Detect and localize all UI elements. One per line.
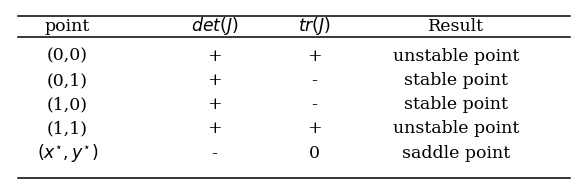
Text: +: + xyxy=(308,121,322,137)
Text: $(x^{\star},y^{\star})$: $(x^{\star},y^{\star})$ xyxy=(37,142,98,164)
Text: 0: 0 xyxy=(309,145,320,162)
Text: (1,0): (1,0) xyxy=(47,96,88,113)
Text: +: + xyxy=(208,48,222,65)
Text: $tr(J)$: $tr(J)$ xyxy=(298,15,331,37)
Text: +: + xyxy=(208,96,222,113)
Text: unstable point: unstable point xyxy=(393,121,519,137)
Text: -: - xyxy=(312,96,318,113)
Text: $det(J)$: $det(J)$ xyxy=(191,15,239,37)
Text: unstable point: unstable point xyxy=(393,48,519,65)
Text: point: point xyxy=(45,18,90,35)
Text: -: - xyxy=(212,145,218,162)
Text: saddle point: saddle point xyxy=(402,145,510,162)
Text: +: + xyxy=(308,48,322,65)
Text: Result: Result xyxy=(427,18,484,35)
Text: stable point: stable point xyxy=(404,96,507,113)
Text: -: - xyxy=(312,72,318,89)
Text: +: + xyxy=(208,121,222,137)
Text: (1,1): (1,1) xyxy=(47,121,88,137)
Text: (0,0): (0,0) xyxy=(47,48,88,65)
Text: (0,1): (0,1) xyxy=(47,72,88,89)
Text: stable point: stable point xyxy=(404,72,507,89)
Text: +: + xyxy=(208,72,222,89)
